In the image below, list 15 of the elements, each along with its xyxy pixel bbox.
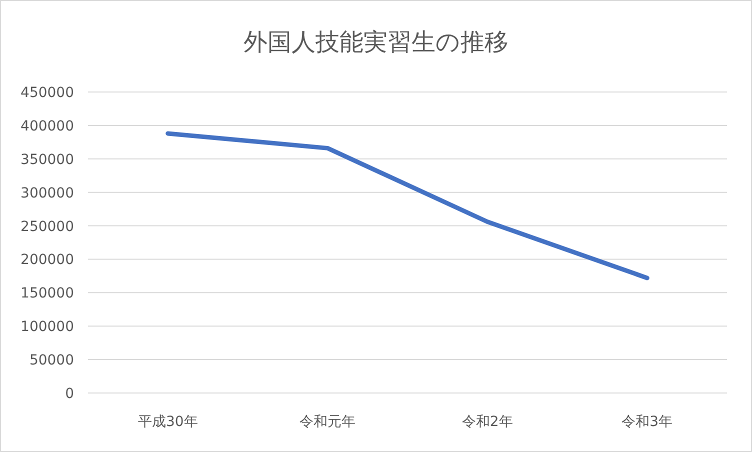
y-tick-label: 150000: [20, 286, 74, 302]
x-tick-label: 令和元年: [300, 414, 356, 430]
x-tick-label: 令和2年: [462, 414, 513, 430]
y-tick-label: 450000: [20, 85, 74, 101]
y-tick-label: 350000: [20, 152, 74, 168]
y-tick-label: 400000: [20, 118, 74, 134]
y-tick-label: 200000: [20, 252, 74, 268]
x-tick-label: 平成30年: [138, 414, 198, 430]
y-tick-label: 50000: [29, 352, 74, 369]
y-tick-label: 0: [65, 386, 74, 402]
y-tick-label: 100000: [20, 319, 74, 336]
y-tick-label: 300000: [20, 185, 74, 202]
x-tick-label: 令和3年: [622, 414, 673, 430]
title: 外国人技能実習生の推移: [244, 28, 508, 56]
y-tick-label: 250000: [20, 218, 74, 235]
